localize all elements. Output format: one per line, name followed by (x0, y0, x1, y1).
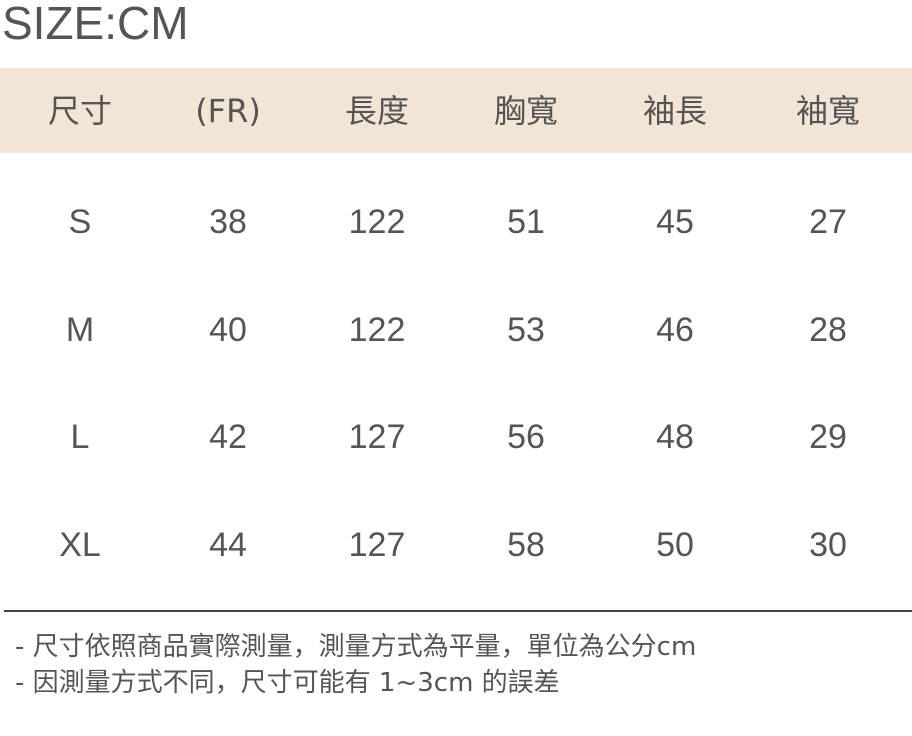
cell-fr: 40 (209, 311, 247, 349)
cell-sleeve-width: 30 (809, 526, 847, 564)
cell-chest-width: 58 (507, 526, 545, 564)
table-row: S 38 122 51 45 27 (0, 202, 912, 262)
cell-sleeve-width: 29 (809, 418, 847, 456)
table-header: 尺寸 (FR) 長度 胸寬 袖長 袖寬 (0, 68, 912, 153)
cell-size: L (70, 418, 90, 456)
cell-chest-width: 51 (507, 203, 545, 241)
cell-sleeve-length: 46 (656, 311, 694, 349)
header-fr: (FR) (195, 92, 261, 130)
cell-sleeve-length: 45 (656, 203, 694, 241)
cell-length: 122 (348, 203, 406, 241)
cell-length: 127 (348, 526, 406, 564)
cell-sleeve-width: 28 (809, 311, 847, 349)
cell-fr: 42 (209, 418, 247, 456)
note-measurement: - 尺寸依照商品實際測量，測量方式為平量，單位為公分cm (15, 632, 697, 662)
cell-size: XL (59, 526, 101, 564)
header-sleeve-length: 袖長 (642, 92, 707, 130)
cell-fr: 44 (209, 526, 247, 564)
cell-size: M (65, 311, 95, 349)
table-row: M 40 122 53 46 28 (0, 310, 912, 370)
header-length: 長度 (344, 92, 409, 130)
note-tolerance: - 因測量方式不同，尺寸可能有 1~3cm 的誤差 (15, 668, 560, 698)
cell-chest-width: 53 (507, 311, 545, 349)
header-sleeve-width: 袖寬 (795, 92, 860, 130)
cell-sleeve-width: 27 (809, 203, 847, 241)
cell-length: 127 (348, 418, 406, 456)
cell-length: 122 (348, 311, 406, 349)
cell-sleeve-length: 50 (656, 526, 694, 564)
cell-size: S (68, 203, 92, 241)
cell-chest-width: 56 (507, 418, 545, 456)
table-row: L 42 127 56 48 29 (0, 417, 912, 477)
cell-sleeve-length: 48 (656, 418, 694, 456)
divider (4, 610, 912, 612)
cell-fr: 38 (209, 203, 247, 241)
size-chart-title: SIZE:CM (2, 0, 189, 49)
table-row: XL 44 127 58 50 30 (0, 525, 912, 585)
header-chest-width: 胸寬 (493, 92, 558, 130)
header-size: 尺寸 (47, 92, 112, 130)
